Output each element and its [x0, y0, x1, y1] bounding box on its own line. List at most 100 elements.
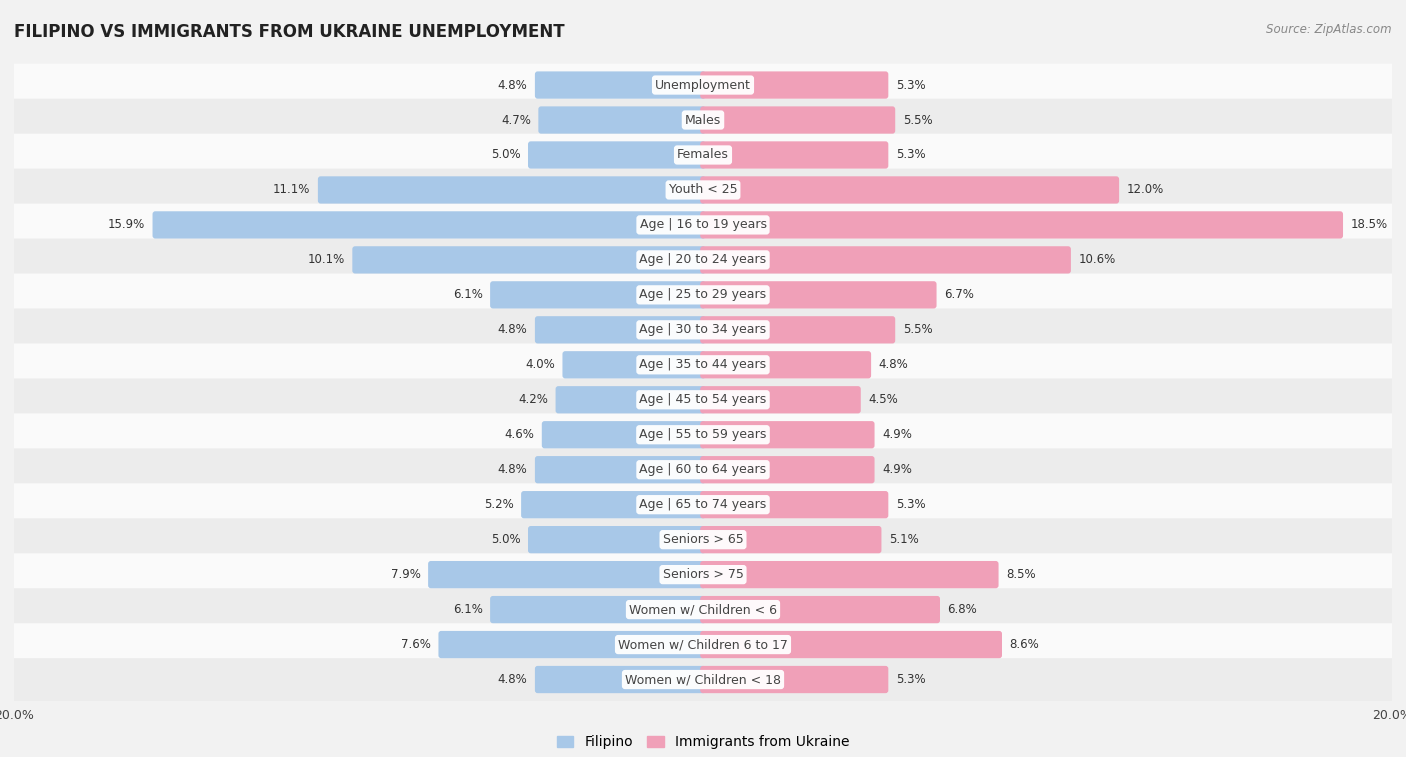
Text: 6.1%: 6.1%	[453, 288, 482, 301]
Text: 18.5%: 18.5%	[1351, 219, 1388, 232]
Text: 4.8%: 4.8%	[498, 79, 527, 92]
Text: 8.5%: 8.5%	[1007, 568, 1036, 581]
Text: 5.3%: 5.3%	[896, 673, 925, 686]
Text: 4.9%: 4.9%	[882, 428, 912, 441]
FancyBboxPatch shape	[318, 176, 706, 204]
Text: 4.5%: 4.5%	[869, 394, 898, 407]
FancyBboxPatch shape	[8, 169, 1398, 211]
FancyBboxPatch shape	[700, 666, 889, 693]
Text: Youth < 25: Youth < 25	[669, 183, 737, 197]
FancyBboxPatch shape	[8, 413, 1398, 456]
FancyBboxPatch shape	[491, 281, 706, 309]
FancyBboxPatch shape	[534, 456, 706, 484]
Text: 4.8%: 4.8%	[498, 463, 527, 476]
FancyBboxPatch shape	[534, 316, 706, 344]
Text: Source: ZipAtlas.com: Source: ZipAtlas.com	[1267, 23, 1392, 36]
FancyBboxPatch shape	[700, 246, 1071, 273]
Text: Age | 25 to 29 years: Age | 25 to 29 years	[640, 288, 766, 301]
Text: 6.7%: 6.7%	[945, 288, 974, 301]
Text: 8.6%: 8.6%	[1010, 638, 1039, 651]
FancyBboxPatch shape	[8, 484, 1398, 526]
Text: 7.9%: 7.9%	[391, 568, 420, 581]
Text: 4.2%: 4.2%	[519, 394, 548, 407]
Text: 15.9%: 15.9%	[108, 219, 145, 232]
FancyBboxPatch shape	[700, 596, 941, 623]
Text: 4.0%: 4.0%	[524, 358, 555, 371]
FancyBboxPatch shape	[700, 561, 998, 588]
FancyBboxPatch shape	[8, 98, 1398, 142]
FancyBboxPatch shape	[700, 211, 1343, 238]
FancyBboxPatch shape	[8, 448, 1398, 491]
FancyBboxPatch shape	[700, 421, 875, 448]
Text: Women w/ Children 6 to 17: Women w/ Children 6 to 17	[619, 638, 787, 651]
FancyBboxPatch shape	[8, 588, 1398, 631]
FancyBboxPatch shape	[541, 421, 706, 448]
FancyBboxPatch shape	[700, 526, 882, 553]
Text: 4.6%: 4.6%	[505, 428, 534, 441]
FancyBboxPatch shape	[555, 386, 706, 413]
Text: Age | 16 to 19 years: Age | 16 to 19 years	[640, 219, 766, 232]
FancyBboxPatch shape	[538, 107, 706, 134]
FancyBboxPatch shape	[8, 344, 1398, 386]
Text: 5.5%: 5.5%	[903, 114, 932, 126]
FancyBboxPatch shape	[700, 491, 889, 519]
FancyBboxPatch shape	[8, 64, 1398, 107]
FancyBboxPatch shape	[152, 211, 706, 238]
FancyBboxPatch shape	[8, 378, 1398, 421]
Text: Women w/ Children < 18: Women w/ Children < 18	[626, 673, 780, 686]
FancyBboxPatch shape	[8, 273, 1398, 316]
FancyBboxPatch shape	[700, 176, 1119, 204]
Text: Males: Males	[685, 114, 721, 126]
FancyBboxPatch shape	[427, 561, 706, 588]
FancyBboxPatch shape	[8, 658, 1398, 701]
FancyBboxPatch shape	[700, 386, 860, 413]
Text: Age | 35 to 44 years: Age | 35 to 44 years	[640, 358, 766, 371]
FancyBboxPatch shape	[491, 596, 706, 623]
Legend: Filipino, Immigrants from Ukraine: Filipino, Immigrants from Ukraine	[551, 730, 855, 755]
Text: Females: Females	[678, 148, 728, 161]
FancyBboxPatch shape	[8, 134, 1398, 176]
FancyBboxPatch shape	[8, 238, 1398, 281]
Text: Age | 55 to 59 years: Age | 55 to 59 years	[640, 428, 766, 441]
Text: 5.0%: 5.0%	[491, 533, 520, 546]
FancyBboxPatch shape	[700, 107, 896, 134]
Text: Women w/ Children < 6: Women w/ Children < 6	[628, 603, 778, 616]
Text: 5.3%: 5.3%	[896, 148, 925, 161]
FancyBboxPatch shape	[8, 204, 1398, 246]
Text: Seniors > 75: Seniors > 75	[662, 568, 744, 581]
Text: 10.1%: 10.1%	[308, 254, 344, 266]
Text: Age | 30 to 34 years: Age | 30 to 34 years	[640, 323, 766, 336]
Text: 12.0%: 12.0%	[1126, 183, 1164, 197]
Text: 7.6%: 7.6%	[401, 638, 430, 651]
FancyBboxPatch shape	[522, 491, 706, 519]
FancyBboxPatch shape	[353, 246, 706, 273]
Text: Age | 60 to 64 years: Age | 60 to 64 years	[640, 463, 766, 476]
FancyBboxPatch shape	[700, 631, 1002, 658]
Text: 6.1%: 6.1%	[453, 603, 482, 616]
Text: 4.7%: 4.7%	[501, 114, 531, 126]
Text: 5.3%: 5.3%	[896, 498, 925, 511]
Text: 5.2%: 5.2%	[484, 498, 513, 511]
Text: Age | 20 to 24 years: Age | 20 to 24 years	[640, 254, 766, 266]
FancyBboxPatch shape	[8, 519, 1398, 561]
FancyBboxPatch shape	[8, 309, 1398, 351]
FancyBboxPatch shape	[700, 142, 889, 169]
FancyBboxPatch shape	[8, 623, 1398, 666]
Text: 5.1%: 5.1%	[889, 533, 918, 546]
Text: 6.8%: 6.8%	[948, 603, 977, 616]
FancyBboxPatch shape	[700, 351, 872, 378]
Text: 11.1%: 11.1%	[273, 183, 311, 197]
FancyBboxPatch shape	[534, 666, 706, 693]
FancyBboxPatch shape	[700, 316, 896, 344]
Text: Age | 65 to 74 years: Age | 65 to 74 years	[640, 498, 766, 511]
Text: 4.8%: 4.8%	[498, 323, 527, 336]
FancyBboxPatch shape	[700, 281, 936, 309]
FancyBboxPatch shape	[439, 631, 706, 658]
FancyBboxPatch shape	[8, 553, 1398, 596]
FancyBboxPatch shape	[529, 526, 706, 553]
Text: 10.6%: 10.6%	[1078, 254, 1116, 266]
Text: 5.0%: 5.0%	[491, 148, 520, 161]
Text: 4.8%: 4.8%	[498, 673, 527, 686]
FancyBboxPatch shape	[700, 71, 889, 98]
Text: Unemployment: Unemployment	[655, 79, 751, 92]
